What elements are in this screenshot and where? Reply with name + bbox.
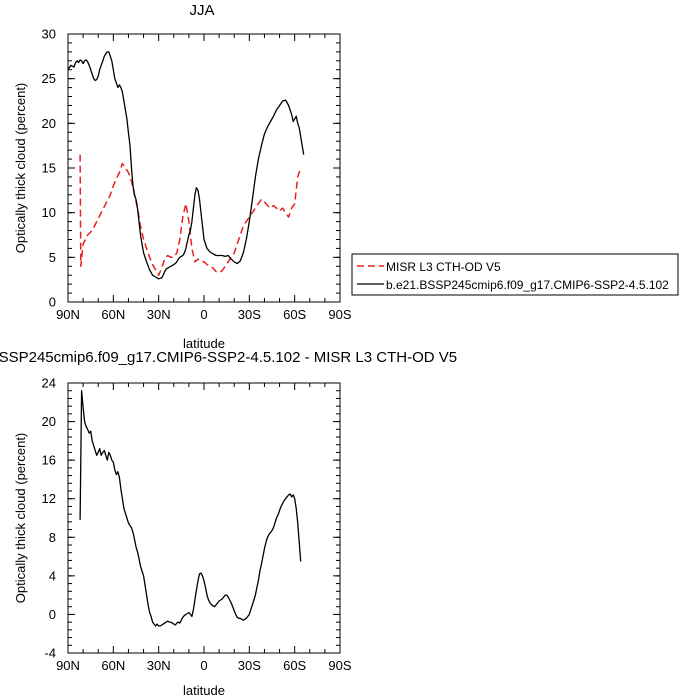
bottom-panel: b.e21.BSSP245cmip6.f09_g17.CMIP6-SSP2-4.… xyxy=(0,349,457,698)
bottom-x-axis-label: latitude xyxy=(183,683,225,698)
bottom-x-tick-label: 30N xyxy=(147,658,171,673)
bottom-y-tick-label: 20 xyxy=(42,414,56,429)
bottom-series-line-0 xyxy=(79,390,302,627)
bottom-y-tick-label: 8 xyxy=(49,530,56,545)
bottom-y-tick-label: 0 xyxy=(49,607,56,622)
top-series-line-0 xyxy=(79,154,302,276)
bottom-x-tick-label: 60S xyxy=(283,658,306,673)
legend: MISR L3 CTH-OD V5 b.e21.BSSP245cmip6.f09… xyxy=(351,253,679,296)
top-x-tick-label: 30N xyxy=(147,307,171,322)
bottom-y-axis-label: Optically thick cloud (percent) xyxy=(13,433,28,604)
top-x-tick-label: 60S xyxy=(283,307,306,322)
bottom-y-tick-label: 4 xyxy=(49,568,56,583)
top-x-tick-label: 90S xyxy=(328,307,351,322)
bottom-x-tick-label: 0 xyxy=(200,658,207,673)
bottom-x-tick-label: 30S xyxy=(238,658,261,673)
top-y-tick-label: 15 xyxy=(42,161,56,176)
bottom-x-axis-ticks: 90N 60N 30N 0 30S 60S 90S xyxy=(56,383,352,673)
bottom-x-tick-label: 90S xyxy=(328,658,351,673)
bottom-y-tick-label: -4 xyxy=(44,646,56,661)
bottom-y-axis-ticks: -4 0 4 8 12 16 20 24 xyxy=(42,376,340,661)
top-y-tick-label: 10 xyxy=(42,205,56,220)
top-x-tick-label: 0 xyxy=(200,307,207,322)
bottom-plot-frame xyxy=(67,382,341,654)
top-y-axis-label: Optically thick cloud (percent) xyxy=(13,83,28,254)
top-y-tick-label: 0 xyxy=(49,295,56,310)
top-plot-lines xyxy=(67,51,305,280)
top-x-axis-label: latitude xyxy=(183,336,225,351)
bottom-x-tick-label: 60N xyxy=(101,658,125,673)
top-y-axis-ticks: 0 5 10 15 20 25 30 xyxy=(42,27,340,310)
top-x-tick-label: 90N xyxy=(56,307,80,322)
top-y-tick-label: 5 xyxy=(49,250,56,265)
bottom-x-tick-label: 90N xyxy=(56,658,80,673)
top-y-tick-label: 20 xyxy=(42,116,56,131)
legend-label-model: b.e21.BSSP245cmip6.f09_g17.CMIP6-SSP2-4.… xyxy=(386,278,669,292)
top-panel: JJA 90N 60N 30N 0 30S 60S 90S 0 5 10 15 20 25 30 lat… xyxy=(13,2,352,351)
top-y-tick-label: 30 xyxy=(42,27,56,42)
legend-label-misr: MISR L3 CTH-OD V5 xyxy=(386,260,501,274)
legend-box xyxy=(351,253,679,296)
bottom-y-tick-label: 24 xyxy=(42,376,56,391)
top-x-axis-ticks: 90N 60N 30N 0 30S 60S 90S xyxy=(56,34,352,322)
bottom-chart-title: b.e21.BSSP245cmip6.f09_g17.CMIP6-SSP2-4.… xyxy=(0,349,457,366)
bottom-y-tick-label: 12 xyxy=(42,491,56,506)
top-series-line-1 xyxy=(67,51,305,280)
top-chart-title: JJA xyxy=(189,2,214,19)
top-x-tick-label: 30S xyxy=(238,307,261,322)
bottom-plot-lines xyxy=(79,390,302,627)
bottom-y-tick-label: 16 xyxy=(42,453,56,468)
top-x-tick-label: 60N xyxy=(101,307,125,322)
top-y-tick-label: 25 xyxy=(42,71,56,86)
